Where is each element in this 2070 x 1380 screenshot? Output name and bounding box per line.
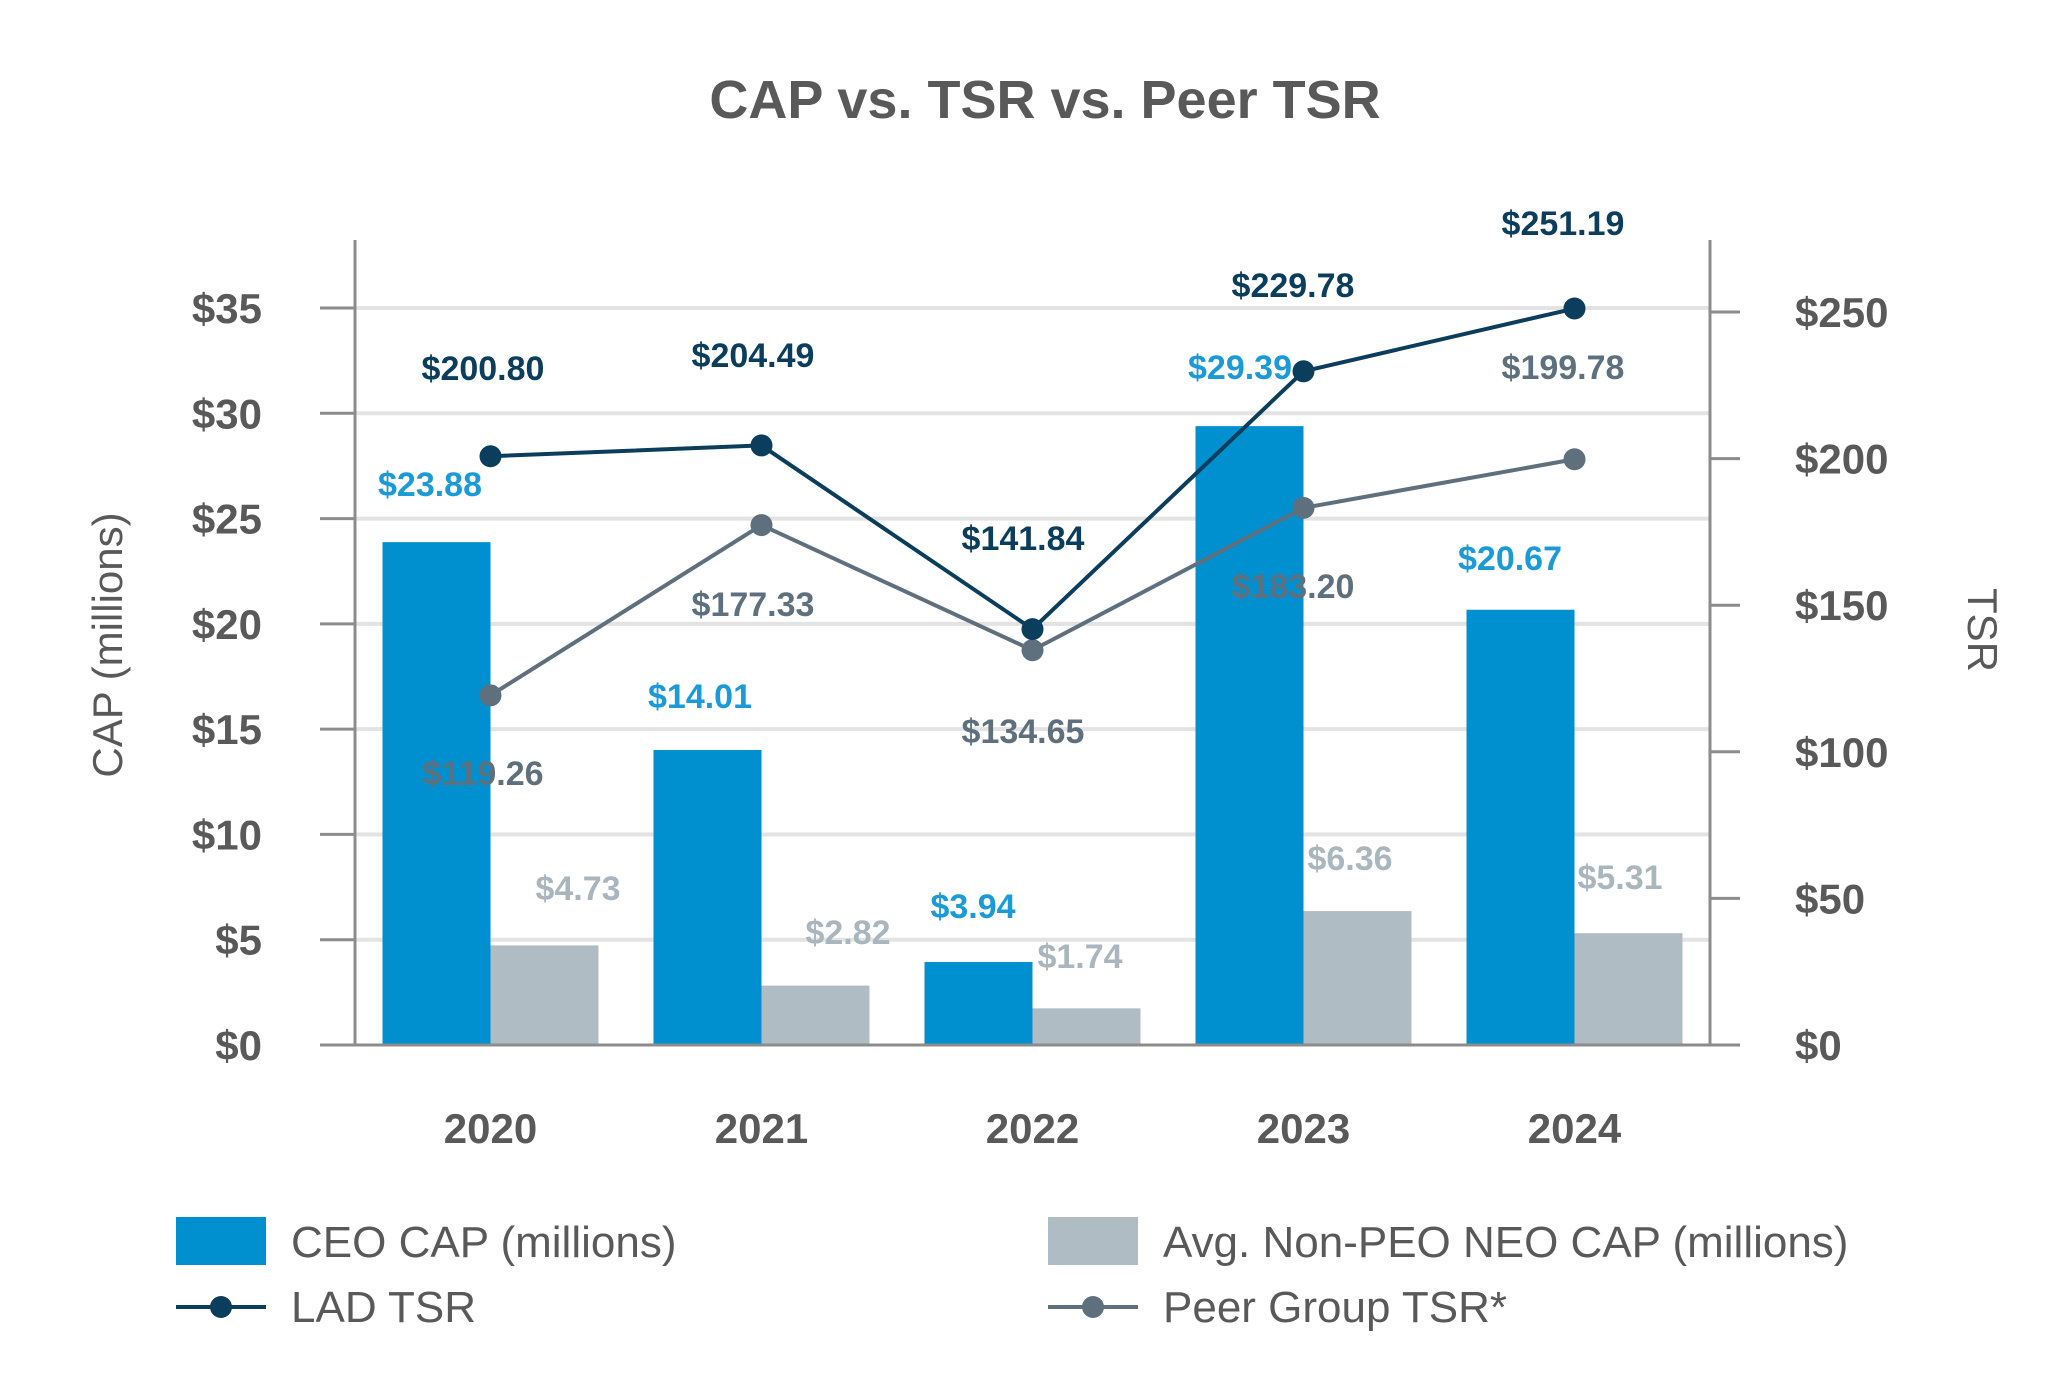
legend-neo-cap-label: Avg. Non-PEO NEO CAP (millions) [1163, 1218, 1848, 1267]
left-tick-label: $10 [192, 811, 262, 858]
neo-cap-data-label: $1.74 [1037, 938, 1122, 976]
neo-cap-bar [490, 945, 599, 1045]
lad-tsr-data-label: $200.80 [422, 350, 545, 388]
x-tick-label: 2024 [1528, 1105, 1622, 1152]
peer-tsr-data-label: $183.20 [1232, 568, 1355, 606]
chart-title: CAP vs. TSR vs. Peer TSR [709, 70, 1380, 130]
left-tick-label: $0 [215, 1022, 262, 1069]
neo-cap-data-label: $4.73 [535, 870, 620, 908]
neo-cap-data-label: $6.36 [1307, 840, 1392, 878]
data-labels-layer: $23.88 $14.01 $3.94 $29.39 $20.67 $4.73 $2.82 $… [378, 205, 1663, 976]
peer-tsr-point [479, 684, 502, 707]
neo-cap-bar [1574, 933, 1683, 1045]
legend-ceo-cap-label: CEO CAP (millions) [291, 1218, 676, 1267]
x-tick-label: 2020 [444, 1105, 537, 1152]
lad-tsr-data-label: $251.19 [1502, 205, 1625, 243]
gridlines [355, 306, 1710, 942]
peer-tsr-point [1021, 639, 1044, 662]
x-tick-label: 2023 [1257, 1105, 1350, 1152]
left-tick-label: $5 [215, 917, 262, 964]
left-tick-label: $20 [192, 601, 262, 648]
neo-cap-bar [761, 985, 870, 1045]
lad-tsr-point [1563, 297, 1586, 320]
lad-tsr-line [490, 306, 1575, 632]
left-tick-label: $25 [192, 496, 262, 543]
peer-tsr-point [1563, 448, 1586, 471]
bars-layer [382, 426, 1683, 1045]
legend-peer-tsr-swatch-marker [1082, 1296, 1104, 1318]
legend-neo-cap-swatch [1048, 1217, 1138, 1265]
peer-tsr-data-label: $134.65 [962, 713, 1085, 751]
peer-tsr-data-label: $199.78 [1502, 349, 1625, 387]
lad-tsr-point [1021, 618, 1044, 641]
legend: CEO CAP (millions) Avg. Non-PEO NEO CAP (… [176, 1217, 1848, 1332]
x-tick-label: 2021 [715, 1105, 808, 1152]
ceo-cap-data-label: $23.88 [378, 466, 482, 504]
y-axis-right-title: TSR [1959, 588, 2006, 672]
neo-cap-bar [1303, 911, 1412, 1045]
ceo-cap-data-label: $14.01 [648, 678, 752, 716]
lad-tsr-data-label: $229.78 [1232, 267, 1355, 305]
neo-cap-data-label: $5.31 [1577, 859, 1662, 897]
neo-cap-bar [1032, 1008, 1141, 1045]
left-tick-label: $30 [192, 390, 262, 437]
ceo-cap-bar [924, 962, 1033, 1045]
peer-tsr-data-label: $119.26 [422, 755, 543, 793]
lad-tsr-data-label: $141.84 [962, 520, 1085, 558]
ceo-cap-bar [653, 749, 762, 1045]
ceo-cap-bar [1195, 426, 1304, 1045]
neo-cap-data-label: $2.82 [805, 914, 890, 952]
ceo-cap-bar [382, 542, 491, 1045]
right-tick-label: $150 [1795, 582, 1888, 629]
legend-peer-tsr-label: Peer Group TSR* [1163, 1283, 1507, 1332]
peer-tsr-data-label: $177.33 [692, 586, 815, 624]
ceo-cap-data-label: $3.94 [930, 888, 1015, 926]
lad-tsr-data-label: $204.49 [692, 337, 815, 375]
right-tick-label: $50 [1795, 875, 1865, 922]
legend-lad-tsr-swatch-marker [210, 1296, 232, 1318]
peer-tsr-point [1292, 496, 1315, 519]
ceo-cap-bar [1466, 609, 1575, 1045]
lad-tsr-point [479, 445, 502, 468]
right-tick-label: $100 [1795, 729, 1888, 776]
legend-ceo-cap-swatch [176, 1217, 266, 1265]
left-tick-label: $35 [192, 285, 262, 332]
ceo-cap-data-label: $20.67 [1458, 540, 1562, 578]
left-tick-label: $15 [192, 706, 262, 753]
right-tick-label: $250 [1795, 289, 1888, 336]
lines-layer [479, 297, 1586, 707]
peer-tsr-point [750, 514, 773, 537]
right-tick-label: $0 [1795, 1022, 1842, 1069]
axes-layer: $0 $5 $10 $15 $20 $25 $30 $35 $0 $50 $100 $150 $200 $… [192, 240, 1888, 1152]
legend-lad-tsr-label: LAD TSR [291, 1283, 476, 1332]
ceo-cap-data-label: $29.39 [1188, 349, 1292, 387]
x-tick-label: 2022 [986, 1105, 1079, 1152]
lad-tsr-point [750, 434, 773, 457]
lad-tsr-point [1292, 360, 1315, 383]
y-axis-left-title: CAP (millions) [84, 512, 131, 777]
right-tick-label: $200 [1795, 436, 1888, 483]
